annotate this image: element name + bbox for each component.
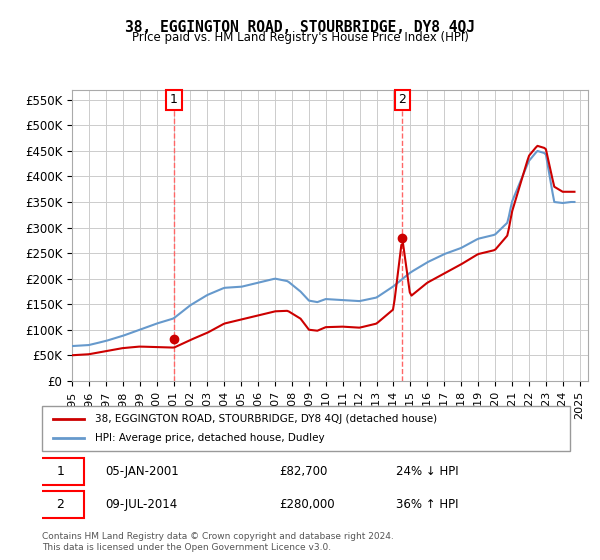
FancyBboxPatch shape: [42, 406, 570, 451]
Text: £280,000: £280,000: [280, 498, 335, 511]
FancyBboxPatch shape: [37, 491, 84, 518]
Text: 38, EGGINGTON ROAD, STOURBRIDGE, DY8 4QJ (detached house): 38, EGGINGTON ROAD, STOURBRIDGE, DY8 4QJ…: [95, 413, 437, 423]
Text: 36% ↑ HPI: 36% ↑ HPI: [396, 498, 458, 511]
Text: 1: 1: [170, 94, 178, 106]
Text: Contains HM Land Registry data © Crown copyright and database right 2024.
This d: Contains HM Land Registry data © Crown c…: [42, 532, 394, 552]
Text: 24% ↓ HPI: 24% ↓ HPI: [396, 465, 458, 478]
Text: HPI: Average price, detached house, Dudley: HPI: Average price, detached house, Dudl…: [95, 433, 325, 444]
Text: 1: 1: [56, 465, 64, 478]
Text: 2: 2: [398, 94, 406, 106]
Text: 38, EGGINGTON ROAD, STOURBRIDGE, DY8 4QJ: 38, EGGINGTON ROAD, STOURBRIDGE, DY8 4QJ: [125, 20, 475, 35]
FancyBboxPatch shape: [37, 458, 84, 484]
Text: 09-JUL-2014: 09-JUL-2014: [106, 498, 178, 511]
Text: 2: 2: [56, 498, 64, 511]
Text: 05-JAN-2001: 05-JAN-2001: [106, 465, 179, 478]
Text: £82,700: £82,700: [280, 465, 328, 478]
Text: Price paid vs. HM Land Registry's House Price Index (HPI): Price paid vs. HM Land Registry's House …: [131, 31, 469, 44]
